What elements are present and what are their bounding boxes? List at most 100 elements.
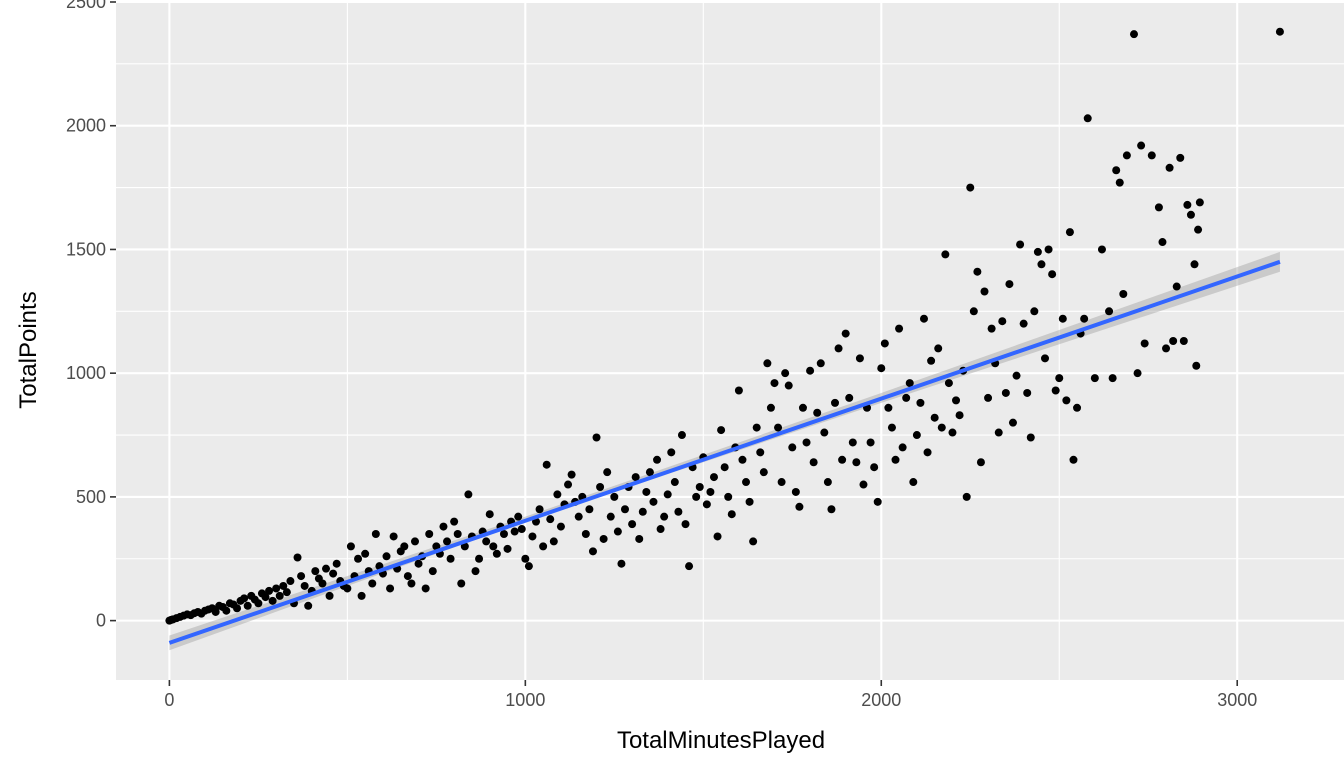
- data-point: [1062, 396, 1071, 405]
- y-axis-ticks: 0 500 1000 1500 2000 2500: [66, 0, 116, 631]
- data-point: [966, 183, 975, 192]
- data-point: [464, 490, 473, 499]
- data-point: [724, 492, 733, 501]
- data-point: [361, 549, 370, 558]
- data-point: [870, 463, 879, 472]
- data-point: [941, 250, 950, 259]
- data-point: [987, 324, 996, 333]
- data-point: [891, 455, 900, 464]
- data-point: [905, 379, 914, 388]
- data-point: [1097, 245, 1106, 254]
- data-point: [592, 433, 601, 442]
- data-point: [240, 594, 249, 603]
- data-point: [831, 398, 840, 407]
- data-point: [517, 525, 526, 534]
- data-point: [1019, 319, 1028, 328]
- data-point: [877, 364, 886, 373]
- data-point: [1001, 388, 1010, 397]
- data-point: [777, 478, 786, 487]
- data-point: [1179, 337, 1188, 345]
- data-point: [332, 559, 341, 568]
- data-point: [816, 359, 825, 368]
- data-point: [407, 579, 416, 588]
- data-point: [556, 522, 565, 531]
- data-point: [628, 520, 637, 529]
- x-tick-label: 2000: [861, 690, 901, 710]
- x-tick-label: 1000: [505, 690, 545, 710]
- data-point: [756, 448, 765, 457]
- data-point: [261, 593, 270, 602]
- data-point: [1195, 198, 1204, 207]
- data-point: [1192, 361, 1201, 370]
- data-point: [638, 507, 647, 516]
- data-point: [927, 356, 936, 365]
- data-point: [357, 591, 366, 600]
- data-point: [717, 426, 726, 435]
- data-point: [446, 554, 455, 563]
- data-point: [243, 601, 252, 610]
- data-point: [952, 396, 961, 405]
- x-axis-title: TotalMinutesPlayed: [617, 727, 825, 754]
- data-point: [919, 314, 928, 323]
- data-point: [567, 470, 576, 479]
- data-point: [998, 317, 1007, 326]
- y-tick-label: 1500: [66, 239, 106, 259]
- data-point: [855, 354, 864, 363]
- data-point: [1051, 386, 1060, 395]
- data-point: [439, 522, 448, 531]
- data-point: [934, 344, 943, 353]
- data-point: [539, 542, 548, 551]
- data-point: [546, 515, 555, 524]
- data-point: [937, 423, 946, 432]
- data-point: [233, 604, 242, 613]
- data-point: [514, 512, 523, 521]
- data-point: [410, 537, 419, 546]
- data-point: [389, 532, 398, 541]
- data-point: [994, 428, 1003, 437]
- data-point: [702, 500, 711, 509]
- data-point: [318, 579, 327, 588]
- data-point: [1012, 371, 1021, 380]
- data-point: [482, 537, 491, 546]
- data-point: [460, 542, 469, 551]
- data-point: [524, 562, 533, 571]
- data-point: [1016, 240, 1025, 249]
- data-point: [617, 559, 626, 568]
- data-point: [784, 381, 793, 390]
- data-point: [909, 478, 918, 487]
- data-point: [386, 584, 395, 593]
- data-point: [521, 554, 530, 563]
- data-point: [930, 413, 939, 422]
- data-point: [1154, 203, 1163, 212]
- data-point: [770, 379, 779, 388]
- x-tick-label: 3000: [1217, 690, 1257, 710]
- data-point: [1140, 339, 1149, 348]
- data-point: [1026, 433, 1035, 442]
- data-point: [1115, 178, 1124, 187]
- data-point: [955, 411, 964, 420]
- data-point: [1008, 418, 1017, 427]
- data-point: [450, 517, 459, 526]
- data-point: [432, 542, 441, 551]
- data-point: [1055, 374, 1064, 383]
- data-point: [1172, 282, 1181, 291]
- data-point: [1041, 354, 1050, 363]
- data-point: [902, 393, 911, 402]
- data-point: [1186, 210, 1195, 219]
- data-point: [553, 490, 562, 499]
- data-point: [873, 497, 882, 506]
- data-point: [745, 497, 754, 506]
- data-point: [1105, 307, 1114, 316]
- data-point: [781, 369, 790, 378]
- data-point: [1176, 153, 1185, 162]
- data-point: [293, 553, 302, 562]
- regression-line: [168, 259, 1281, 645]
- data-point: [1048, 270, 1057, 279]
- data-point: [866, 438, 875, 447]
- data-point: [1133, 369, 1142, 378]
- data-point: [613, 527, 622, 536]
- data-point: [791, 487, 800, 496]
- data-point: [706, 487, 715, 496]
- y-tick-label: 500: [76, 487, 106, 507]
